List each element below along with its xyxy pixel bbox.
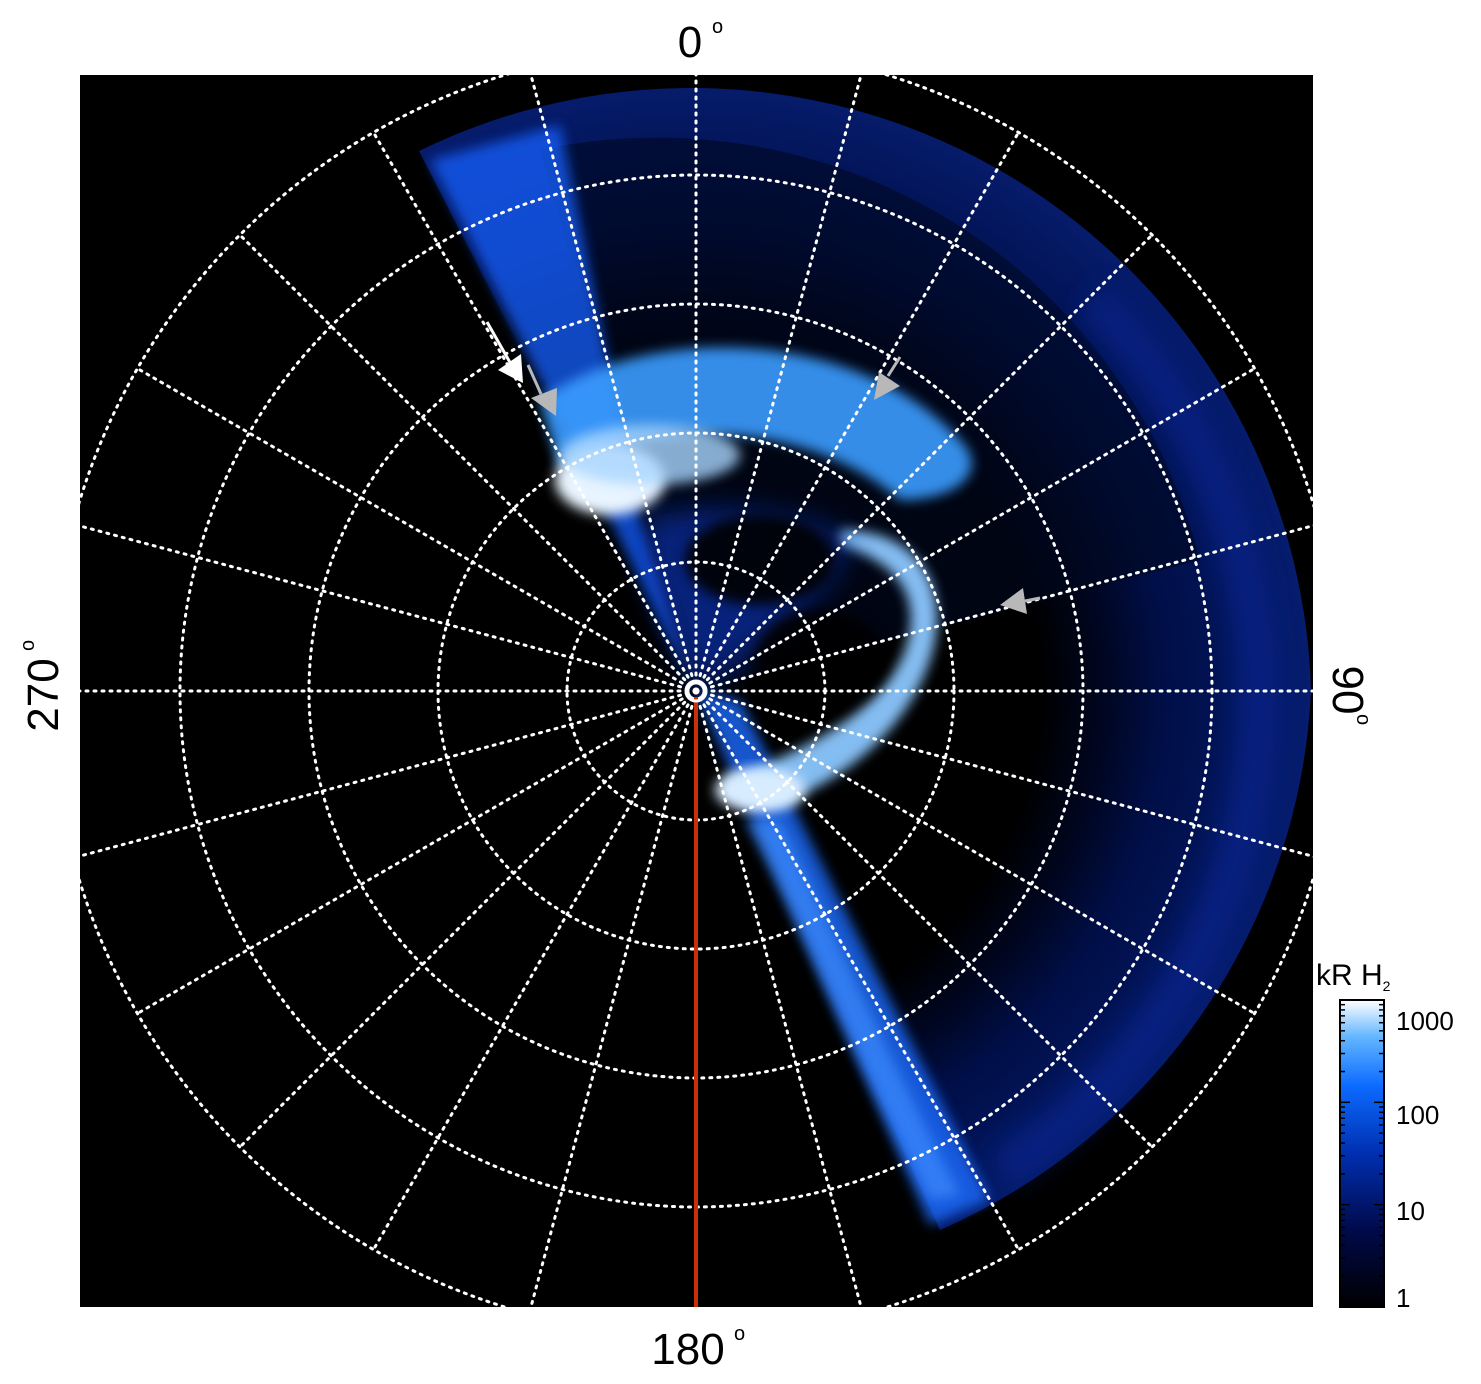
- svg-text:o: o: [1352, 714, 1374, 725]
- colorbar-ticks: [1340, 1003, 1384, 1308]
- grid-spoke: [529, 75, 698, 693]
- arrow-gray-1: [526, 364, 557, 416]
- grid-spoke: [694, 524, 1313, 693]
- angle-label-left: 270 o: [17, 640, 68, 732]
- grid-spoke: [529, 689, 698, 1307]
- svg-text:270: 270: [19, 658, 68, 731]
- angle-label-bottom: 180 o: [651, 1323, 745, 1374]
- pole-marker: [684, 679, 708, 703]
- colorbar-title: kR H2: [1316, 959, 1391, 994]
- svg-text:0: 0: [678, 18, 702, 67]
- emission-layer: [419, 88, 1311, 1231]
- colorbar-tick-label-10: 10: [1396, 1196, 1425, 1226]
- colorbar-tick-label-100: 100: [1396, 1100, 1439, 1130]
- colorbar: kR H2 1000 100 10 1: [1316, 959, 1454, 1313]
- grid-spoke: [694, 367, 1257, 693]
- grid-spoke: [238, 233, 698, 693]
- grid-spoke: [694, 689, 1154, 1149]
- grid-spoke: [694, 689, 1257, 1015]
- grid-spoke: [694, 689, 863, 1307]
- grid-spoke: [80, 689, 698, 858]
- svg-text:90: 90: [1323, 666, 1372, 715]
- auroral-oval-hook: [725, 530, 938, 804]
- grid-spoke: [80, 524, 698, 693]
- arrow-gray-2: [874, 356, 902, 400]
- svg-text:180: 180: [651, 1325, 724, 1374]
- arrow-white: [485, 321, 523, 383]
- grid-spoke: [238, 689, 698, 1149]
- annotation-arrows: [485, 321, 1041, 614]
- grid-spoke: [694, 130, 1020, 693]
- angle-label-right: 90 o: [1323, 666, 1374, 726]
- colorbar-tick-label-1000: 1000: [1396, 1006, 1454, 1036]
- arrow-gray-3: [1000, 588, 1041, 614]
- svg-text:o: o: [734, 1323, 745, 1345]
- grid-spoke: [135, 367, 698, 693]
- colorbar-tick-label-1: 1: [1396, 1283, 1410, 1313]
- svg-text:o: o: [17, 640, 39, 651]
- svg-text:o: o: [712, 16, 723, 38]
- auroral-oval-main: [540, 347, 972, 500]
- grid-spoke: [372, 130, 698, 693]
- grid-spoke: [135, 689, 698, 1015]
- angle-label-top: 0 o: [678, 16, 723, 67]
- grid-spoke: [372, 689, 698, 1252]
- colorbar-gradient: [1339, 999, 1385, 1308]
- grid-spoke: [694, 75, 863, 693]
- grid-spoke: [694, 689, 1313, 858]
- grid-spoke: [694, 233, 1154, 693]
- grid-spoke: [694, 689, 1020, 1252]
